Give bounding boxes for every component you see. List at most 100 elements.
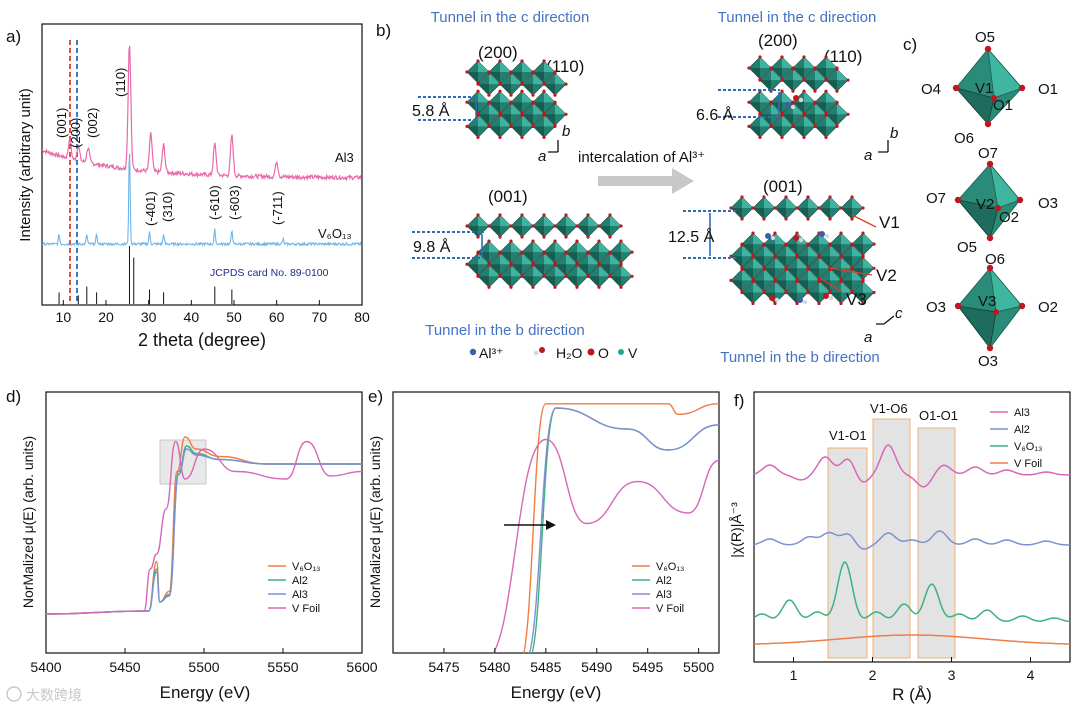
vo6-octahedron [476,71,502,97]
vo6-octahedron [520,239,546,265]
axes-triad-right: a b [864,125,898,164]
panel-f-tick-label: 1 [790,667,798,683]
panel-a-xlabel: 2 theta (degree) [138,330,266,350]
vo6-octahedron [575,213,601,239]
vo6-octahedron [747,89,773,115]
oct1-top-label: O5 [975,29,995,46]
oct2-left-label: O7 [926,190,946,207]
oct-v3-face2 [957,305,997,349]
panel-f-xlabel: R (Å) [892,685,932,704]
vo6-octahedron [531,213,557,239]
vo6-octahedron [839,267,865,293]
intercalated-ion [793,95,799,101]
panel-e-curve-0 [522,403,719,653]
region-v1-o1 [827,447,868,659]
legend-label: V₆O₁₃ [292,561,321,573]
oct-v1-face2 [954,87,995,125]
oct-v1-o-top [984,45,992,53]
watermark-icon [6,686,22,702]
legend-label: Al2 [1014,424,1030,436]
legend-label: V Foil [292,603,320,615]
peak-310: (310) [160,192,175,222]
octahedron-v3: O6 O3 O2 V3 O3 [926,251,1058,370]
legend-o-marker [587,348,595,356]
legend-label: V Foil [1014,458,1042,470]
intercalated-ion [793,235,799,241]
vo6-octahedron [608,263,634,289]
oct-v3-o-bottom [986,344,994,352]
plane-200-right: (200) [758,31,798,50]
vo6-octahedron [498,239,524,265]
structure-legend: Al³⁺ H₂O O V [469,345,638,361]
distance-98: 9.8 Å [413,237,451,256]
axis-a-right: a [864,147,872,164]
oct-v1-o-bottom [984,120,992,128]
panel-e-xticks: 5475 5480 5485 5490 5495 5500 [428,648,714,675]
intercalated-ion [797,297,803,303]
panel-e-frame [392,391,720,654]
octahedron-v2: O7 O7 O3 V2 O2 O5 [926,145,1058,256]
panel-e-xlabel: Energy (eV) [511,683,602,702]
vo6-octahedron [498,263,524,289]
panel-a-al3-curve [42,45,362,182]
panel-f-tick-label: 3 [948,667,956,683]
tunnel-b-right-label: Tunnel in the b direction [720,349,880,366]
vo6-octahedron [795,267,821,293]
v1-pointer [851,214,877,228]
intercalated-h [790,104,796,110]
panel-a-xticks: 10 20 30 40 50 60 70 80 [56,300,370,325]
vo6-octahedron [784,255,810,281]
v2-pointer [829,267,873,276]
oct-v1-o-right [1018,84,1026,92]
intercalated-ion [823,293,829,299]
legend-label: Al3 [656,589,672,601]
intercalated-ion [819,231,825,237]
panel-d-xticks: 5400 5450 5500 5550 5600 [30,648,378,675]
oct1-inner-label: O1 [993,97,1013,114]
intercalated-h [798,237,804,243]
panel-d-ylabel: NorMalized μ(E) (arb. units) [20,436,36,608]
tunnel-b-left-label: Tunnel in the b direction [425,322,585,339]
panel-d-tick-label: 5600 [346,659,377,675]
legend-label: Al2 [292,575,308,587]
panel-d-tick-label: 5450 [109,659,140,675]
vo6-octahedron [553,213,579,239]
oct-v3-o-inner [993,309,999,315]
oct2-bottom-label: O5 [957,239,977,256]
panel-a-al3-label: Al3 [335,150,354,165]
panel-e-tick-label: 5475 [428,659,459,675]
panel-f-curve-0 [754,444,1070,488]
vo6-octahedron [780,67,806,93]
oct-v1-o-left [952,84,960,92]
vo6-octahedron [531,59,557,85]
panel-e-tick-label: 5500 [683,659,714,675]
panel-a-label: a) [6,27,21,46]
vo6-octahedron [597,251,623,277]
site-v2-label: V2 [876,266,897,285]
oct1-bottom-label: O6 [954,130,974,147]
peak-002: (002) [85,108,100,138]
oct-v3-face [989,266,1023,313]
panel-a: 10 20 30 40 50 60 70 80 Intensity (arbitrary un… [17,23,370,350]
oct2-center-label: V2 [976,196,994,213]
vo6-octahedron [824,67,850,93]
v3-pointer [819,277,843,293]
peak-m603: (-603) [227,185,242,220]
axes-triad-left: a b [538,123,570,165]
vo6-octahedron [729,195,755,221]
panel-e-curve-2 [528,407,719,653]
legend-label: V₆O₁₃ [656,561,685,573]
panel-a-ylabel: Intensity (arbitrary unit) [17,88,34,241]
panel-a-v6o13-curve [41,153,362,248]
legend-al: Al³⁺ [479,345,504,361]
vo6-octahedron [802,101,828,127]
vo6-octahedron [769,55,795,81]
axis-c-bottom: c [895,305,903,322]
panel-f-tick-label: 2 [869,667,877,683]
oct-v1-face [987,47,1023,99]
oct3-center-label: V3 [978,293,996,310]
panel-f-curve-1 [754,530,1070,550]
vo6-octahedron [839,195,865,221]
vo6-octahedron [773,267,799,293]
legend-al-marker [469,348,477,356]
